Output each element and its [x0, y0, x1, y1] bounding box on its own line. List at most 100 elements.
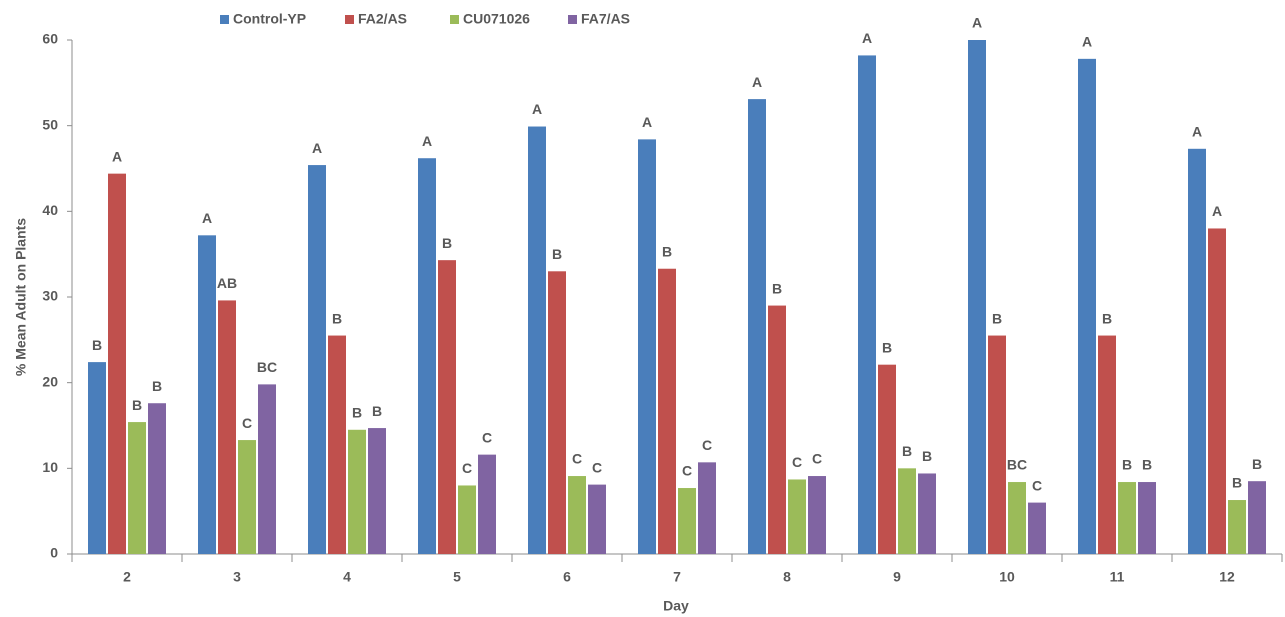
- bar: [748, 99, 766, 555]
- sig-letter: A: [972, 15, 982, 31]
- legend-swatch: [450, 15, 459, 24]
- sig-letter: B: [442, 235, 452, 251]
- bar: [1248, 481, 1266, 554]
- bar: [658, 268, 676, 554]
- bar: [348, 429, 366, 554]
- bar: [148, 403, 166, 554]
- bar: [478, 454, 496, 554]
- sig-letter: C: [1032, 477, 1042, 493]
- sig-letter: C: [702, 437, 712, 453]
- sig-letter: B: [132, 397, 142, 413]
- sig-letter: C: [482, 429, 492, 445]
- legend-swatch: [220, 15, 229, 24]
- y-tick-label: 60: [42, 31, 58, 47]
- sig-letter: C: [682, 463, 692, 479]
- sig-letter: C: [812, 451, 822, 467]
- bar: [1008, 482, 1026, 554]
- legend-label: FA2/AS: [358, 11, 407, 27]
- bar: [368, 428, 386, 554]
- bar: [898, 468, 916, 554]
- legend-label: CU071026: [463, 11, 530, 27]
- bar: [88, 362, 106, 554]
- y-tick-label: 0: [50, 545, 58, 561]
- bar: [588, 484, 606, 554]
- x-tick-label: 4: [343, 569, 351, 585]
- sig-letter: A: [1192, 123, 1202, 139]
- sig-letter: A: [1212, 203, 1222, 219]
- x-tick-label: 2: [123, 569, 131, 585]
- x-tick-label: 3: [233, 569, 241, 585]
- sig-letter: B: [992, 310, 1002, 326]
- sig-letter: B: [922, 448, 932, 464]
- bar: [768, 305, 786, 554]
- bar: [108, 173, 126, 554]
- bar: [1188, 148, 1206, 554]
- bar: [1228, 500, 1246, 554]
- bar: [1138, 482, 1156, 554]
- sig-letter: B: [372, 403, 382, 419]
- sig-letter: B: [552, 246, 562, 262]
- sig-letter: A: [862, 30, 872, 46]
- sig-letter: C: [792, 454, 802, 470]
- y-tick-label: 50: [42, 116, 58, 132]
- sig-letter: B: [152, 378, 162, 394]
- bar: [128, 422, 146, 554]
- bar: [638, 139, 656, 554]
- bar: [988, 335, 1006, 554]
- x-tick-label: 12: [1219, 569, 1235, 585]
- legend-label: Control-YP: [233, 11, 306, 27]
- x-tick-label: 11: [1110, 569, 1125, 585]
- bar: [328, 335, 346, 554]
- bar: [1078, 58, 1096, 554]
- bar: [548, 271, 566, 554]
- bar: [678, 488, 696, 554]
- bar: [1028, 502, 1046, 554]
- sig-letter: B: [772, 280, 782, 296]
- legend-swatch: [568, 15, 577, 24]
- bar: [458, 485, 476, 554]
- sig-letter: B: [1122, 457, 1132, 473]
- sig-letter: B: [332, 310, 342, 326]
- sig-letter: B: [1232, 475, 1242, 491]
- bar: [918, 473, 936, 554]
- x-tick-label: 6: [563, 569, 571, 585]
- bar: [258, 384, 276, 554]
- sig-letter: C: [462, 460, 472, 476]
- sig-letter: A: [422, 133, 432, 149]
- sig-letter: C: [592, 459, 602, 475]
- bar: [1098, 335, 1116, 554]
- bar: [308, 165, 326, 554]
- y-tick-label: 30: [42, 288, 58, 304]
- sig-letter: B: [902, 443, 912, 459]
- sig-letter: B: [1102, 310, 1112, 326]
- bar: [858, 55, 876, 555]
- sig-letter: C: [242, 415, 252, 431]
- bar: [528, 126, 546, 555]
- sig-letter: B: [1252, 456, 1262, 472]
- bar: [808, 476, 826, 554]
- bar: [1208, 228, 1226, 554]
- sig-letter: B: [1142, 457, 1152, 473]
- sig-letter: A: [202, 210, 212, 226]
- x-tick-label: 8: [783, 569, 791, 585]
- sig-letter: BC: [1007, 457, 1027, 473]
- sig-letter: B: [352, 404, 362, 420]
- sig-letter: C: [572, 451, 582, 467]
- sig-letter: A: [312, 140, 322, 156]
- y-tick-label: 10: [42, 459, 58, 475]
- bar: [878, 364, 896, 554]
- bar: [698, 462, 716, 554]
- sig-letter: B: [882, 339, 892, 355]
- bar: [1118, 482, 1136, 554]
- y-tick-label: 40: [42, 202, 58, 218]
- sig-letter: A: [752, 74, 762, 90]
- sig-letter: AB: [217, 275, 237, 291]
- sig-letter: A: [642, 114, 652, 130]
- bar: [198, 235, 216, 554]
- bar: [418, 158, 436, 554]
- x-tick-label: 7: [673, 569, 681, 585]
- bar: [968, 40, 986, 554]
- sig-letter: B: [662, 243, 672, 259]
- y-axis-title: % Mean Adult on Plants: [13, 218, 29, 376]
